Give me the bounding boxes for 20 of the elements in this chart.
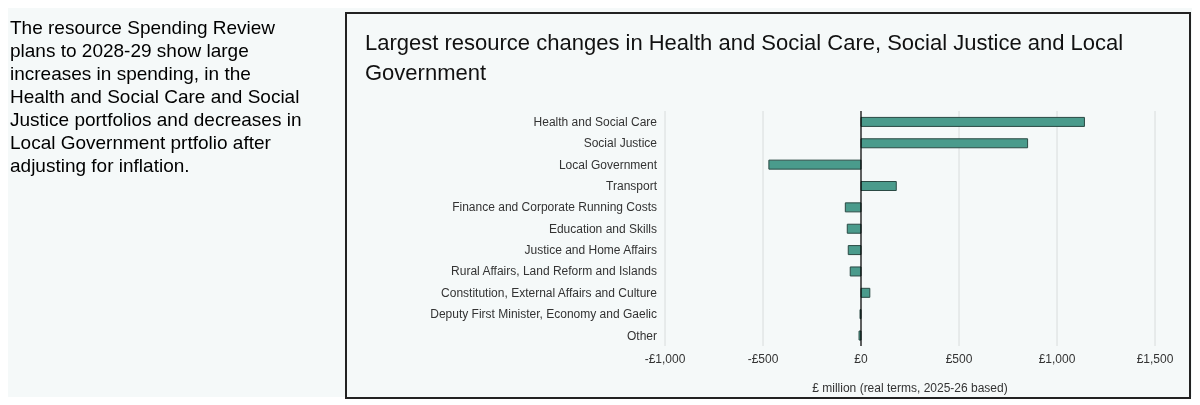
chart-title: Largest resource changes in Health and Social Care, Social Justice and Local Government bbox=[365, 29, 1125, 87]
y-tick-label: Other bbox=[626, 328, 657, 343]
y-tick-label: Deputy First Minister, Economy and Gaelic bbox=[430, 307, 657, 322]
x-tick-label: £500 bbox=[945, 351, 973, 366]
y-tick-label: Finance and Corporate Running Costs bbox=[452, 200, 657, 215]
x-tick-label: £1,000 bbox=[1038, 351, 1076, 366]
x-tick-label: £0 bbox=[854, 351, 868, 366]
y-tick-label: Rural Affairs, Land Reform and Islands bbox=[451, 264, 657, 279]
x-axis-title: £ million (real terms, 2025-26 based) bbox=[812, 381, 1008, 395]
x-tick-label: -£500 bbox=[747, 351, 779, 366]
y-tick-label: Transport bbox=[606, 179, 658, 194]
y-tick-label: Education and Skills bbox=[548, 221, 657, 236]
text: The resource Spending Review plans to 2028-29 show large increases in spending, in the Health and Social Care and Social Justice portfolios and decreases in Local Government prtfolio after adjusting for inflation. bbox=[10, 16, 303, 177]
y-tick-label: Justice and Home Affairs bbox=[524, 243, 657, 258]
x-tick-label: -£1,000 bbox=[644, 351, 686, 366]
x-tick-label: £1,500 bbox=[1136, 351, 1174, 366]
y-tick-label: Local Government bbox=[558, 157, 658, 172]
y-tick-label: Social Justice bbox=[583, 136, 658, 151]
y-tick-label: Health and Social Care bbox=[533, 114, 658, 129]
y-tick-label: Constitution, External Affairs and Culture bbox=[441, 285, 658, 300]
